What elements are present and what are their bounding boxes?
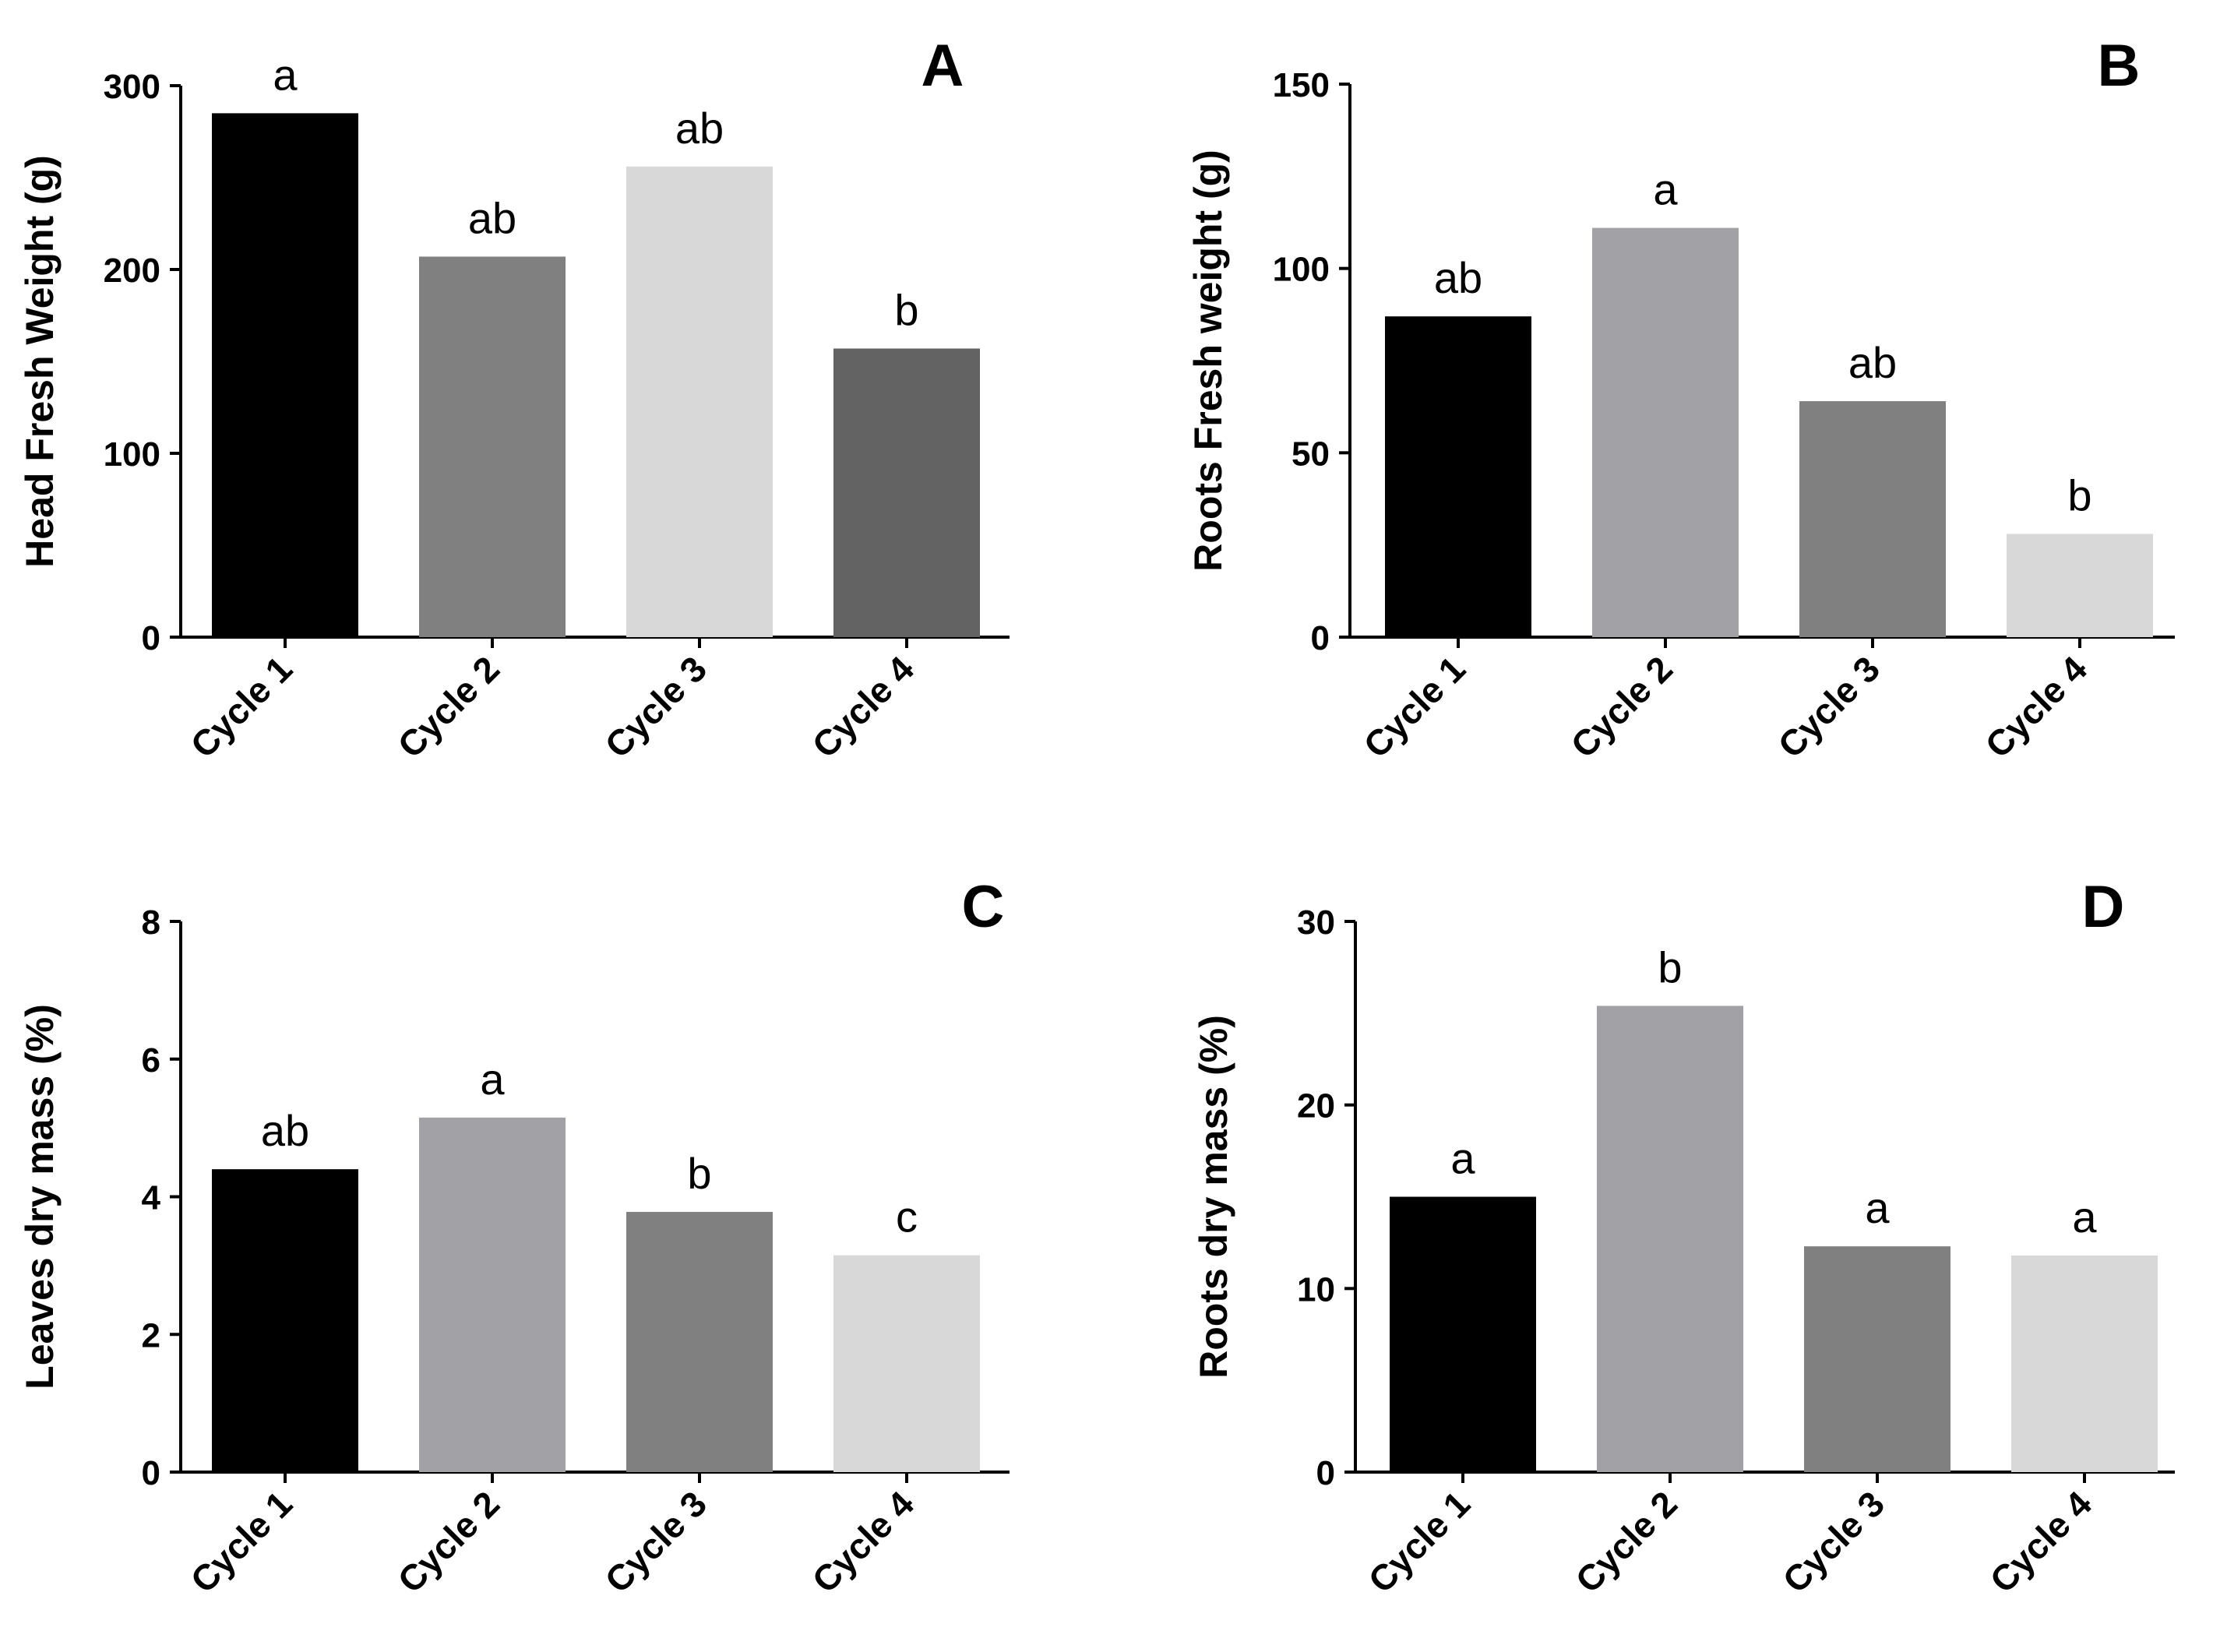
significance-letter: b (1658, 942, 1682, 992)
bar-cycle-4 (2007, 534, 2153, 637)
significance-letter: c (896, 1192, 918, 1242)
significance-letter: a (1865, 1183, 1890, 1232)
x-tick-label: Cycle 4 (804, 1483, 921, 1601)
bar-cycle-4 (833, 348, 980, 637)
significance-letter: b (687, 1149, 711, 1198)
x-tick-label: Cycle 1 (1355, 648, 1473, 766)
y-tick-label: 8 (142, 903, 160, 942)
y-tick-label: 2 (142, 1316, 160, 1354)
panel-letter: B (2098, 33, 2141, 99)
significance-letter: b (2067, 470, 2091, 520)
y-tick-label: 6 (142, 1041, 160, 1080)
y-tick-label: 0 (142, 1454, 160, 1492)
bar-cycle-2 (1597, 1006, 1743, 1472)
y-tick-label: 0 (1311, 619, 1330, 657)
y-axis-title: Leaves dry mass (%) (18, 1004, 62, 1390)
significance-letter: a (480, 1055, 505, 1104)
bar-cycle-4 (2011, 1255, 2158, 1472)
bar-cycle-3 (626, 1211, 773, 1472)
x-tick-label: Cycle 4 (1977, 648, 2095, 766)
x-tick-label: Cycle 4 (804, 648, 921, 766)
significance-letter: ab (261, 1106, 309, 1155)
x-tick-label: Cycle 3 (1770, 648, 1887, 766)
y-tick-label: 0 (1316, 1454, 1335, 1492)
bar-cycle-2 (1592, 227, 1739, 638)
panel-c: 0 2 4 6 8 Cycle 1 ab Cycle 2 a Cycle 3 b Cycle 4 c Le… (18, 874, 1010, 1601)
bar-cycle-1 (212, 113, 358, 637)
significance-letter: a (1450, 1134, 1475, 1183)
y-tick-label: 150 (1273, 66, 1330, 104)
panel-letter: A (921, 33, 964, 99)
y-tick-label: 100 (104, 435, 160, 474)
bar-cycle-1 (1385, 316, 1531, 637)
bar-cycle-3 (1804, 1246, 1950, 1472)
y-tick-label: 30 (1297, 903, 1335, 942)
y-axis-title: Roots dry mass (%) (1192, 1015, 1235, 1379)
y-tick-label: 200 (104, 252, 160, 290)
y-tick-label: 10 (1297, 1270, 1335, 1309)
y-axis-title: Head Fresh Weight (g) (18, 155, 62, 568)
y-axis-title: Roots Fresh weight (g) (1186, 150, 1230, 572)
significance-letter: ab (675, 104, 724, 153)
bar-cycle-1 (1390, 1196, 1536, 1472)
y-tick-label: 0 (142, 619, 160, 657)
x-tick-label: Cycle 1 (1360, 1483, 1478, 1601)
y-tick-label: 20 (1297, 1087, 1335, 1125)
x-tick-label: Cycle 3 (1774, 1483, 1892, 1601)
x-tick-label: Cycle 1 (182, 1483, 300, 1601)
bar-cycle-1 (212, 1169, 358, 1472)
y-tick-label: 300 (104, 68, 160, 106)
y-tick-label: 50 (1292, 435, 1330, 473)
bar-cycle-4 (833, 1255, 980, 1472)
panel-b: 0 50 100 150 Cycle 1 ab Cycle 2 a Cycle 3 ab Cycle… (1186, 33, 2175, 766)
x-tick-label: Cycle 2 (1567, 1483, 1685, 1601)
significance-letter: a (1653, 165, 1678, 214)
x-tick-label: Cycle 3 (597, 1483, 714, 1601)
panel-letter: C (962, 874, 1005, 940)
x-tick-label: Cycle 2 (389, 1483, 507, 1601)
significance-letter: ab (1434, 253, 1482, 302)
panel-d: 0 10 20 30 Cycle 1 a Cycle 2 b Cycle 3 a Cycle 4 a R… (1192, 874, 2175, 1601)
x-tick-label: Cycle 1 (182, 648, 300, 766)
significance-letter: ab (468, 193, 516, 242)
x-tick-label: Cycle 3 (597, 648, 714, 766)
bar-cycle-3 (1799, 401, 1946, 637)
panel-a: 0 100 200 300 Cycle 1 a Cycle 2 ab Cycle 3 ab Cycl… (18, 33, 1010, 766)
bar-cycle-2 (419, 1117, 566, 1472)
bar-cycle-3 (626, 166, 773, 638)
x-tick-label: Cycle 4 (1982, 1483, 2099, 1601)
significance-letter: b (894, 285, 918, 334)
y-tick-label: 4 (142, 1179, 161, 1217)
x-tick-label: Cycle 2 (1563, 648, 1680, 766)
bar-cycle-2 (419, 256, 566, 637)
y-tick-label: 100 (1273, 251, 1330, 289)
panel-letter: D (2082, 874, 2125, 940)
significance-letter: ab (1848, 338, 1897, 387)
x-tick-label: Cycle 2 (389, 648, 507, 766)
significance-letter: a (273, 50, 298, 99)
significance-letter: a (2072, 1192, 2097, 1242)
